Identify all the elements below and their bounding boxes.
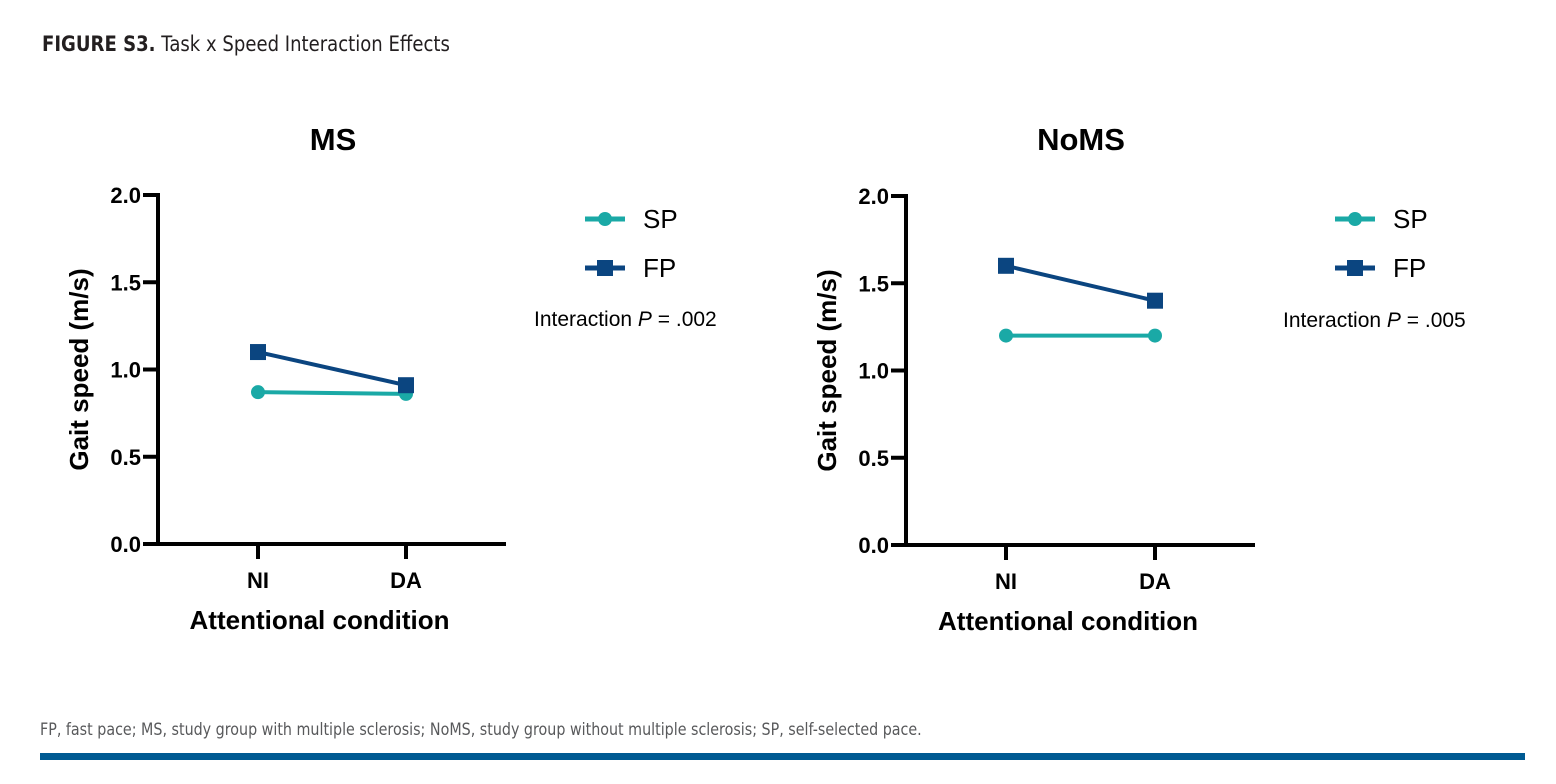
x-tick-label: NI [247,568,269,593]
figure-title-text: Task x Speed Interaction Effects [161,32,450,56]
y-tick-label: 0.0 [110,532,141,557]
annotation-prefix: Interaction [1283,309,1387,332]
figure-label: FIGURE S3. [42,32,156,56]
chart-panel-noms: NoMS 0.0 0.5 1.0 1.5 2.0 NI DA Attentional condi… [812,122,1466,636]
annotation-value: = .005 [1401,309,1466,332]
x-tick-label: DA [1139,569,1171,594]
data-point-sp [251,385,265,400]
data-point-fp [250,344,266,361]
legend-label: FP [1393,253,1426,283]
annotation-value: = .002 [652,308,717,331]
figure-title: FIGURE S3. Task x Speed Interaction Effe… [42,32,450,56]
series-line-sp [257,390,407,396]
chart-title: MS [310,122,357,157]
legend-item-sp: SP [1335,204,1428,234]
y-tick-label: 0.5 [110,445,141,470]
data-point-fp [398,377,414,394]
legend-label: SP [643,204,678,234]
legend-item-fp: FP [585,253,676,283]
y-tick-label: 1.5 [110,270,141,295]
legend-marker-square [597,260,613,276]
x-tick-label: NI [995,569,1017,594]
annotation-p-symbol: P [638,308,652,331]
legend-label: FP [643,253,676,283]
interaction-p-value: Interaction P = .002 [534,308,717,331]
y-tick-label: 0.0 [858,533,889,558]
x-axis-label: Attentional condition [190,605,450,635]
data-point-sp [1148,328,1162,343]
y-axis-label: Gait speed (m/s) [812,269,842,471]
annotation-p-symbol: P [1387,309,1401,332]
interaction-p-value: Interaction P = .005 [1283,309,1466,332]
legend-marker-square [1347,260,1363,276]
bottom-rule [40,753,1525,760]
y-tick-label: 0.5 [858,446,889,471]
x-tick-label: DA [390,568,422,593]
y-tick-label: 2.0 [110,183,141,208]
legend-marker-circle [1348,212,1362,226]
figure-footnote: FP, fast pace; MS, study group with mult… [40,720,922,740]
legend-item-sp: SP [585,204,678,234]
series-line-fp [1005,263,1156,303]
data-point-fp [998,257,1014,274]
x-axis-label: Attentional condition [938,606,1198,636]
y-tick-label: 1.5 [858,271,889,296]
y-axis-label: Gait speed (m/s) [64,268,94,470]
annotation-prefix: Interaction [534,308,638,331]
series-line-fp [257,350,407,388]
y-tick-label: 1.0 [110,358,141,383]
legend-marker-circle [598,212,612,226]
data-point-fp [1147,292,1163,309]
data-point-sp [999,328,1013,343]
chart-panel-ms: MS 0.0 0.5 1.0 1.5 2.0 NI DA Attentional conditi… [64,122,717,635]
chart-title: NoMS [1037,122,1125,157]
legend-label: SP [1393,204,1428,234]
y-tick-label: 1.0 [858,359,889,384]
y-tick-label: 2.0 [858,184,889,209]
legend-item-fp: FP [1335,253,1426,283]
